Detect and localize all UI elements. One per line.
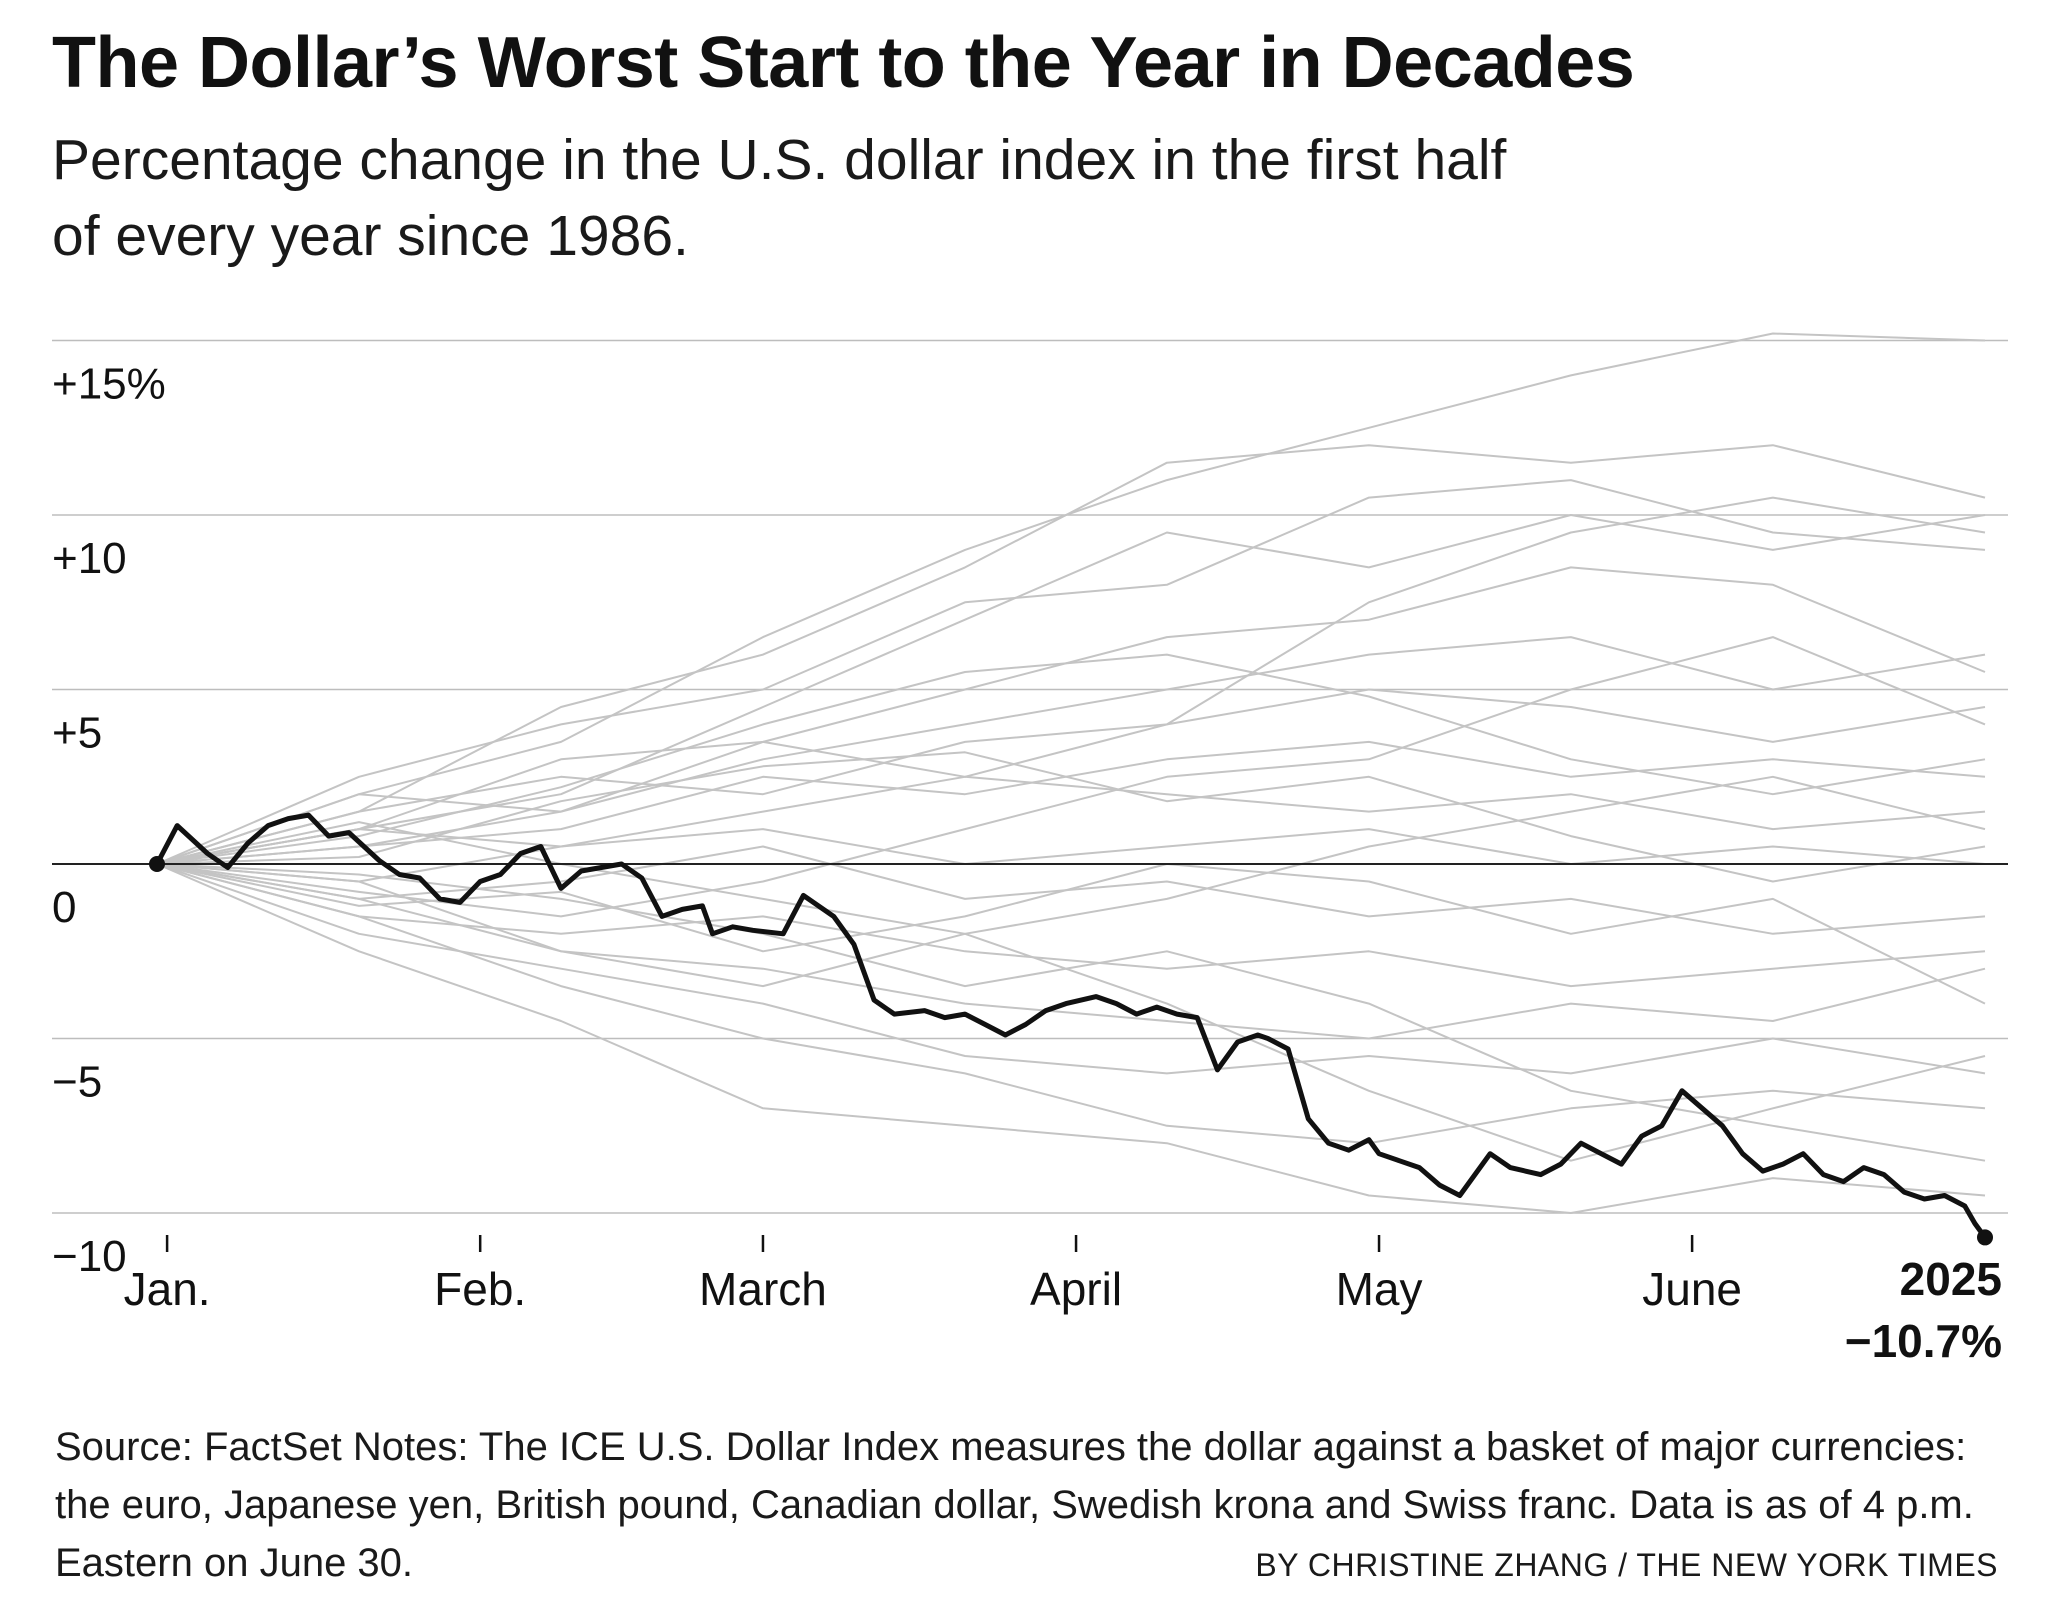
background-series-line xyxy=(156,653,1986,865)
x-axis: Jan. Feb. March April May June xyxy=(124,1235,1742,1315)
background-series-line xyxy=(156,863,1986,1162)
background-series-line xyxy=(156,479,1986,865)
x-tick-label: Jan. xyxy=(124,1263,211,1315)
source-notes: Source: FactSet Notes: The ICE U.S. Doll… xyxy=(55,1425,1974,1585)
background-series-line xyxy=(156,863,1986,1040)
background-series-line xyxy=(156,775,1986,865)
gridlines xyxy=(52,339,2008,1214)
y-tick-label: −10 xyxy=(52,1232,127,1281)
y-tick-label: −5 xyxy=(52,1058,102,1107)
background-series-group xyxy=(156,332,1986,1214)
background-series-line xyxy=(156,636,1986,865)
highlight-start-point xyxy=(149,856,165,872)
background-series-line xyxy=(156,444,1986,865)
highlight-end-point xyxy=(1977,1229,1993,1246)
x-tick-label: March xyxy=(699,1263,827,1315)
background-series-line xyxy=(156,863,1986,1145)
highlight-series-line xyxy=(154,812,1988,1240)
background-series-line xyxy=(156,688,1986,865)
y-tick-label: +15% xyxy=(52,360,166,409)
x-tick-label: Feb. xyxy=(434,1263,526,1315)
background-series-line xyxy=(156,740,1986,865)
background-series-line xyxy=(156,863,1986,1005)
chart-subtitle: Percentage change in the U.S. dollar ind… xyxy=(52,128,1507,268)
y-tick-label: +5 xyxy=(52,709,102,758)
highlight-labels: 2025 −10.7% xyxy=(1845,1253,2002,1367)
highlight-series-group xyxy=(149,812,1993,1246)
y-axis: +15% +10 +5 0 −5 −10 xyxy=(52,360,166,1282)
byline: BY CHRISTINE ZHANG / THE NEW YORK TIMES xyxy=(1255,1547,1998,1583)
y-tick-label: 0 xyxy=(52,883,76,932)
background-series-line xyxy=(156,751,1986,883)
x-tick-label: June xyxy=(1642,1263,1742,1315)
x-tick-label: April xyxy=(1030,1263,1122,1315)
background-series-line xyxy=(156,863,1986,1214)
background-series-line xyxy=(156,496,1986,865)
highlight-series-value: −10.7% xyxy=(1845,1315,2002,1367)
chart-title: The Dollar’s Worst Start to the Year in … xyxy=(52,23,1635,103)
y-tick-label: +10 xyxy=(52,534,127,583)
x-tick-label: May xyxy=(1336,1263,1423,1315)
background-series-line xyxy=(156,775,1986,935)
highlight-series-name: 2025 xyxy=(1900,1253,2002,1305)
